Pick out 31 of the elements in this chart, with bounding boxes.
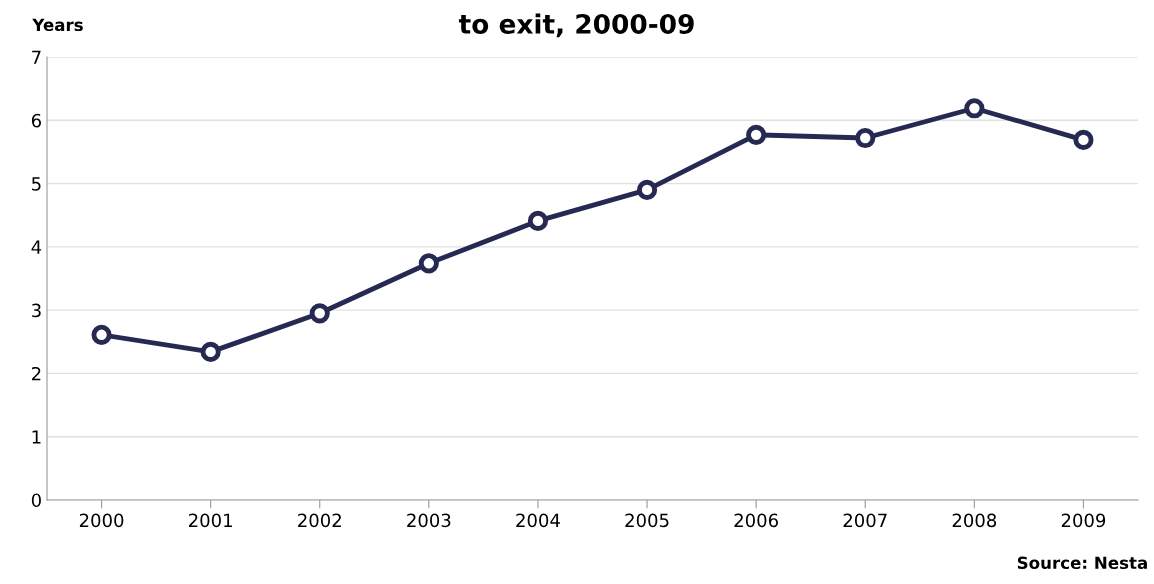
point [309,303,330,324]
point [746,124,767,145]
x-tick-label: 2004 [516,513,560,528]
x-tick-label: 2005 [625,513,669,528]
y-tick-label: 2 [31,366,41,381]
x-tick-label: 2008 [952,513,997,528]
y-tick-label: 5 [32,177,41,191]
y-tick-label: 4 [31,240,42,254]
point [418,253,439,274]
y-tick-label: 0 [31,493,41,508]
point [200,341,221,362]
point [527,210,549,231]
x-tick-label: 2006 [734,513,778,528]
x-tick-label: 2007 [843,513,887,528]
x-tick-label: 2001 [189,513,232,528]
x-tick-label: 2009 [1061,513,1106,528]
x-tick-label: 2000 [79,513,124,528]
chart-title: to exit, 2000-09 [458,13,694,38]
y-tick-label: 7 [32,50,41,64]
point [636,179,658,200]
y-tick-label: 6 [31,113,41,128]
y-axis-title: Years [32,18,83,32]
x-tick-label: 2003 [407,513,451,528]
point [855,127,876,149]
point [1073,129,1094,150]
source-note: Source: Nesta [1017,556,1147,570]
y-tick-label: 3 [32,303,41,318]
y-tick-label: 1 [32,430,41,444]
point [964,98,985,119]
point [91,324,112,345]
x-tick-label: 2002 [298,513,341,528]
